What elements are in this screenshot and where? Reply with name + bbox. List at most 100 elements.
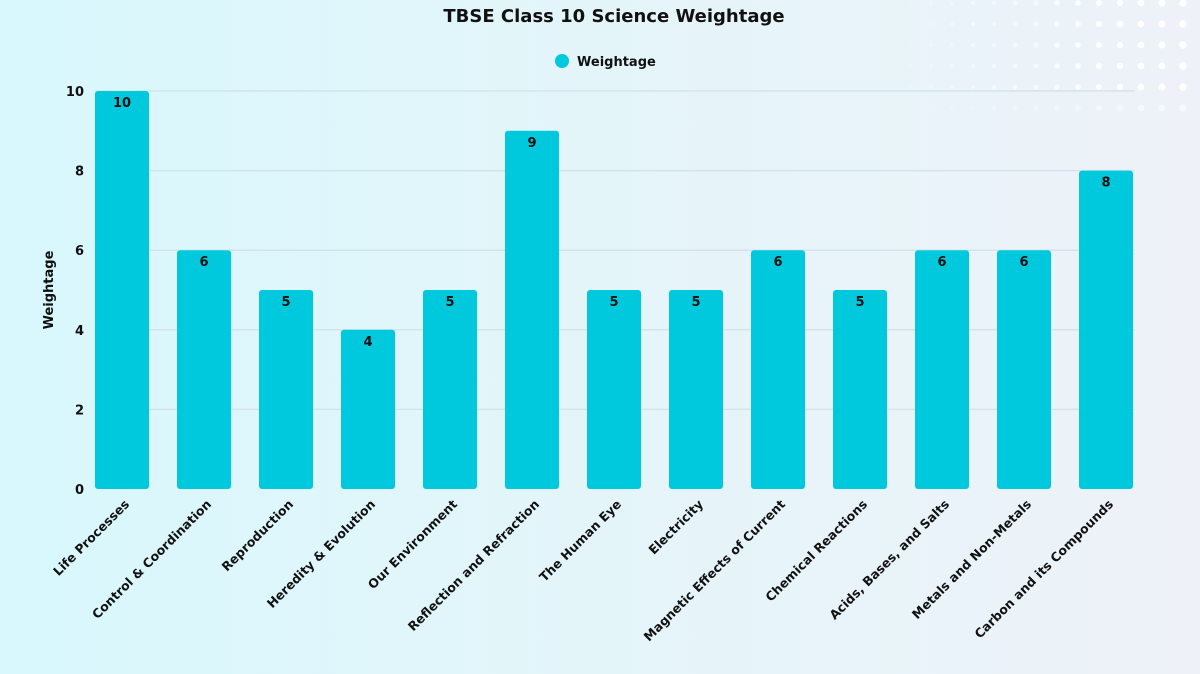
dot (950, 106, 954, 110)
x-tick-label: Carbon and its Compounds (971, 497, 1116, 642)
dot (991, 105, 997, 111)
dot (1075, 42, 1081, 48)
dot (1012, 21, 1018, 27)
dot (1033, 84, 1039, 90)
dot (887, 106, 891, 110)
dot (1179, 41, 1187, 49)
bar[interactable] (833, 290, 887, 489)
dot (1179, 0, 1187, 7)
bar[interactable] (423, 290, 477, 489)
bar[interactable] (751, 250, 805, 489)
dot (1033, 105, 1039, 111)
dot (1116, 62, 1124, 70)
dot (1158, 20, 1166, 28)
bar[interactable] (669, 290, 723, 489)
dot (867, 107, 869, 109)
bar[interactable] (177, 250, 231, 489)
dot (1095, 20, 1103, 28)
bar[interactable] (997, 250, 1051, 489)
bar[interactable] (1079, 170, 1133, 489)
dot (1137, 20, 1145, 28)
dot (970, 63, 976, 69)
data-label: 6 (773, 255, 782, 270)
bar[interactable] (95, 91, 149, 489)
dot (1095, 41, 1103, 49)
dot (887, 43, 891, 47)
y-tick-label: 8 (75, 165, 84, 180)
bar[interactable] (341, 329, 395, 489)
dot (866, 22, 870, 26)
dot (1158, 41, 1166, 49)
dot (1137, 41, 1145, 49)
dot (908, 1, 912, 5)
data-label: 6 (937, 255, 946, 270)
dot (991, 42, 997, 48)
dot (970, 84, 976, 90)
dot (929, 64, 933, 68)
y-tick-label: 10 (66, 85, 84, 100)
dot (1137, 0, 1145, 7)
dot (929, 1, 933, 5)
data-label: 6 (199, 255, 208, 270)
dot (1033, 42, 1039, 48)
dot (887, 22, 891, 26)
dot (929, 43, 933, 47)
x-tick-label: Life Processes (50, 497, 132, 579)
dot (929, 106, 933, 110)
dot (1179, 20, 1187, 28)
dot (1137, 83, 1145, 91)
dot (991, 84, 997, 90)
dot (908, 64, 912, 68)
dot (1116, 41, 1124, 49)
dot (866, 43, 870, 47)
dot (1075, 21, 1081, 27)
dot (1012, 42, 1018, 48)
y-tick-label: 2 (75, 403, 84, 418)
dot (866, 64, 870, 68)
bar[interactable] (915, 250, 969, 489)
dot (1075, 0, 1081, 6)
data-label: 4 (363, 335, 372, 350)
x-tick-label: Our Environment (365, 497, 460, 592)
dot (1179, 62, 1187, 70)
dot (1158, 83, 1166, 91)
dot (1095, 104, 1103, 112)
dot (950, 64, 954, 68)
bar[interactable] (505, 130, 559, 490)
dot (1137, 62, 1145, 70)
dot (1075, 84, 1081, 90)
dot (1054, 42, 1060, 48)
dot (1095, 62, 1103, 70)
bar[interactable] (587, 290, 641, 489)
dot (908, 22, 912, 26)
data-label: 8 (1101, 176, 1110, 191)
dot (950, 85, 954, 89)
dot (929, 85, 933, 89)
legend[interactable]: Weightage (555, 54, 656, 70)
bar[interactable] (259, 290, 313, 489)
dot (1116, 104, 1124, 112)
dot (1012, 63, 1018, 69)
dot (1158, 0, 1166, 7)
dot (1116, 83, 1124, 91)
dot (1179, 83, 1187, 91)
chart-title: TBSE Class 10 Science Weightage (443, 6, 784, 27)
dot (1033, 21, 1039, 27)
dot (1095, 0, 1103, 7)
dot (1075, 63, 1081, 69)
legend-label: Weightage (577, 55, 656, 70)
data-label: 9 (527, 136, 536, 151)
dot (991, 21, 997, 27)
dot (1012, 105, 1018, 111)
dot (970, 105, 976, 111)
dot (1137, 104, 1145, 112)
data-label: 5 (609, 295, 618, 310)
data-label: 5 (281, 295, 290, 310)
dot (866, 1, 870, 5)
dot (1095, 83, 1103, 91)
dot (908, 43, 912, 47)
data-label: 5 (855, 295, 864, 310)
dot (1054, 105, 1060, 111)
dot (970, 21, 976, 27)
